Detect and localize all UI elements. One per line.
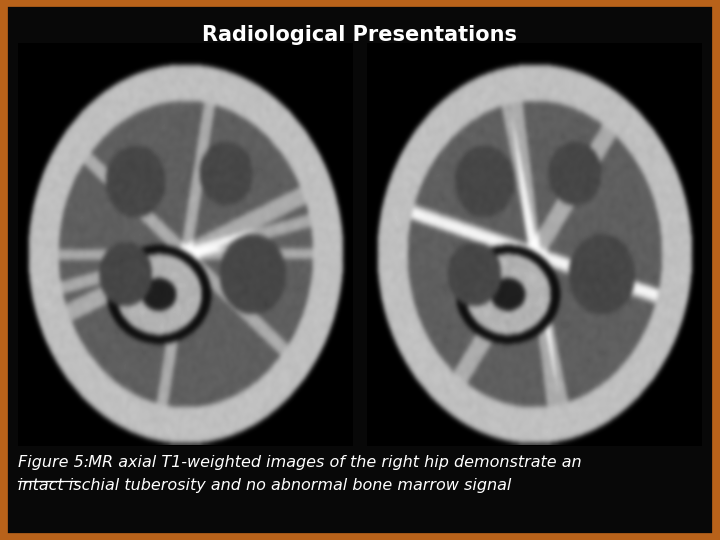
Text: intact ischial tuberosity and no abnormal bone marrow signal: intact ischial tuberosity and no abnorma… — [18, 478, 511, 493]
Text: MR axial T1-weighted images of the right hip demonstrate an: MR axial T1-weighted images of the right… — [78, 455, 581, 470]
Text: Figure 5:: Figure 5: — [18, 455, 89, 470]
Text: Radiological Presentations: Radiological Presentations — [202, 25, 518, 45]
